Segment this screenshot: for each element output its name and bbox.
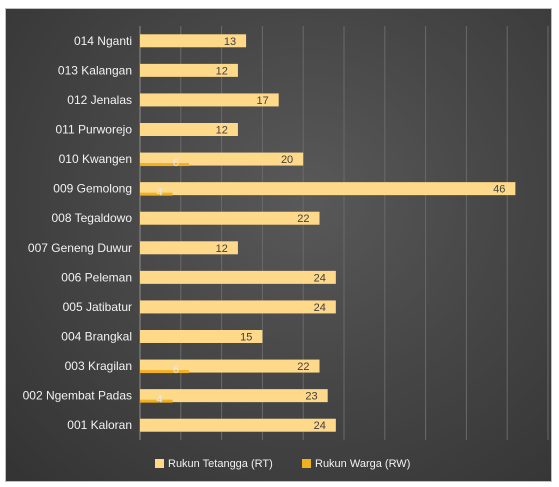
data-label-rt: 24 bbox=[314, 272, 326, 284]
bar-rt bbox=[140, 389, 328, 403]
chart-area bbox=[5, 8, 552, 482]
category-labels: 014 Nganti 013 Kalangan 012 Jenalas 011 Pur… bbox=[23, 34, 133, 432]
legend: Rukun Tetangga (RT) Rukun Warga (RW) bbox=[155, 458, 410, 470]
bar-rt bbox=[140, 359, 320, 373]
category-label: 009 Gemolong bbox=[53, 182, 132, 196]
data-label-rw: 6 bbox=[173, 364, 179, 376]
legend-swatch bbox=[155, 459, 164, 468]
category-label: 012 Jenalas bbox=[67, 93, 132, 107]
category-label: 013 Kalangan bbox=[58, 63, 132, 77]
data-label-rw: 4 bbox=[157, 187, 163, 199]
data-label-rt: 17 bbox=[256, 95, 268, 107]
category-label: 008 Tegaldowo bbox=[51, 211, 132, 225]
data-label-rt: 24 bbox=[314, 420, 326, 432]
bar-rt bbox=[140, 93, 279, 107]
data-label-rt: 22 bbox=[297, 213, 309, 225]
legend-label: Rukun Tetangga (RT) bbox=[168, 458, 273, 470]
data-label-rt: 23 bbox=[305, 391, 317, 403]
bar-rt bbox=[140, 211, 320, 225]
category-label: 003 Kragilan bbox=[65, 359, 132, 373]
bar-rt bbox=[140, 152, 304, 166]
bar-rt bbox=[140, 330, 263, 343]
category-label: 004 Brangkal bbox=[61, 330, 132, 344]
bar-rt bbox=[140, 182, 516, 196]
bar-rt bbox=[140, 300, 336, 314]
bar-rt bbox=[140, 63, 238, 77]
bar-rw bbox=[140, 163, 189, 167]
data-label-rw: 6 bbox=[173, 157, 179, 169]
category-label: 014 Nganti bbox=[74, 34, 132, 48]
data-label-rt: 12 bbox=[216, 65, 228, 77]
bars: 13 12 17 12 20 6 46 4 22 12 24 24 15 22 6 23 4 24 bbox=[140, 34, 516, 432]
gridlines bbox=[139, 26, 549, 440]
data-label-rt: 46 bbox=[493, 184, 505, 196]
category-label: 007 Geneng Duwur bbox=[28, 241, 132, 255]
data-label-rt: 24 bbox=[314, 302, 326, 314]
bar-rw bbox=[140, 370, 189, 374]
category-label: 011 Purworejo bbox=[56, 123, 133, 137]
category-label: 001 Kaloran bbox=[67, 418, 132, 432]
bar-rw bbox=[140, 192, 173, 196]
legend-label: Rukun Warga (RW) bbox=[315, 458, 410, 470]
category-label: 002 Ngembat Padas bbox=[23, 389, 132, 403]
data-label-rt: 15 bbox=[240, 332, 252, 344]
bar-rt bbox=[140, 241, 238, 255]
data-label-rt: 20 bbox=[281, 154, 293, 166]
bar-rw bbox=[140, 399, 173, 403]
legend-swatch bbox=[302, 459, 311, 468]
bar-rt bbox=[140, 270, 336, 284]
bar-rt bbox=[140, 34, 247, 48]
category-label: 006 Peleman bbox=[61, 270, 132, 284]
data-label-rt: 22 bbox=[297, 361, 309, 373]
bar-rt bbox=[140, 418, 336, 432]
data-label-rw: 4 bbox=[157, 394, 163, 406]
category-label: 010 Kwangen bbox=[59, 152, 132, 166]
data-label-rt: 12 bbox=[216, 243, 228, 255]
bar-rt bbox=[140, 123, 238, 136]
data-label-rt: 12 bbox=[216, 125, 228, 137]
category-label: 005 Jatibatur bbox=[63, 300, 132, 314]
data-label-rt: 13 bbox=[224, 36, 236, 48]
